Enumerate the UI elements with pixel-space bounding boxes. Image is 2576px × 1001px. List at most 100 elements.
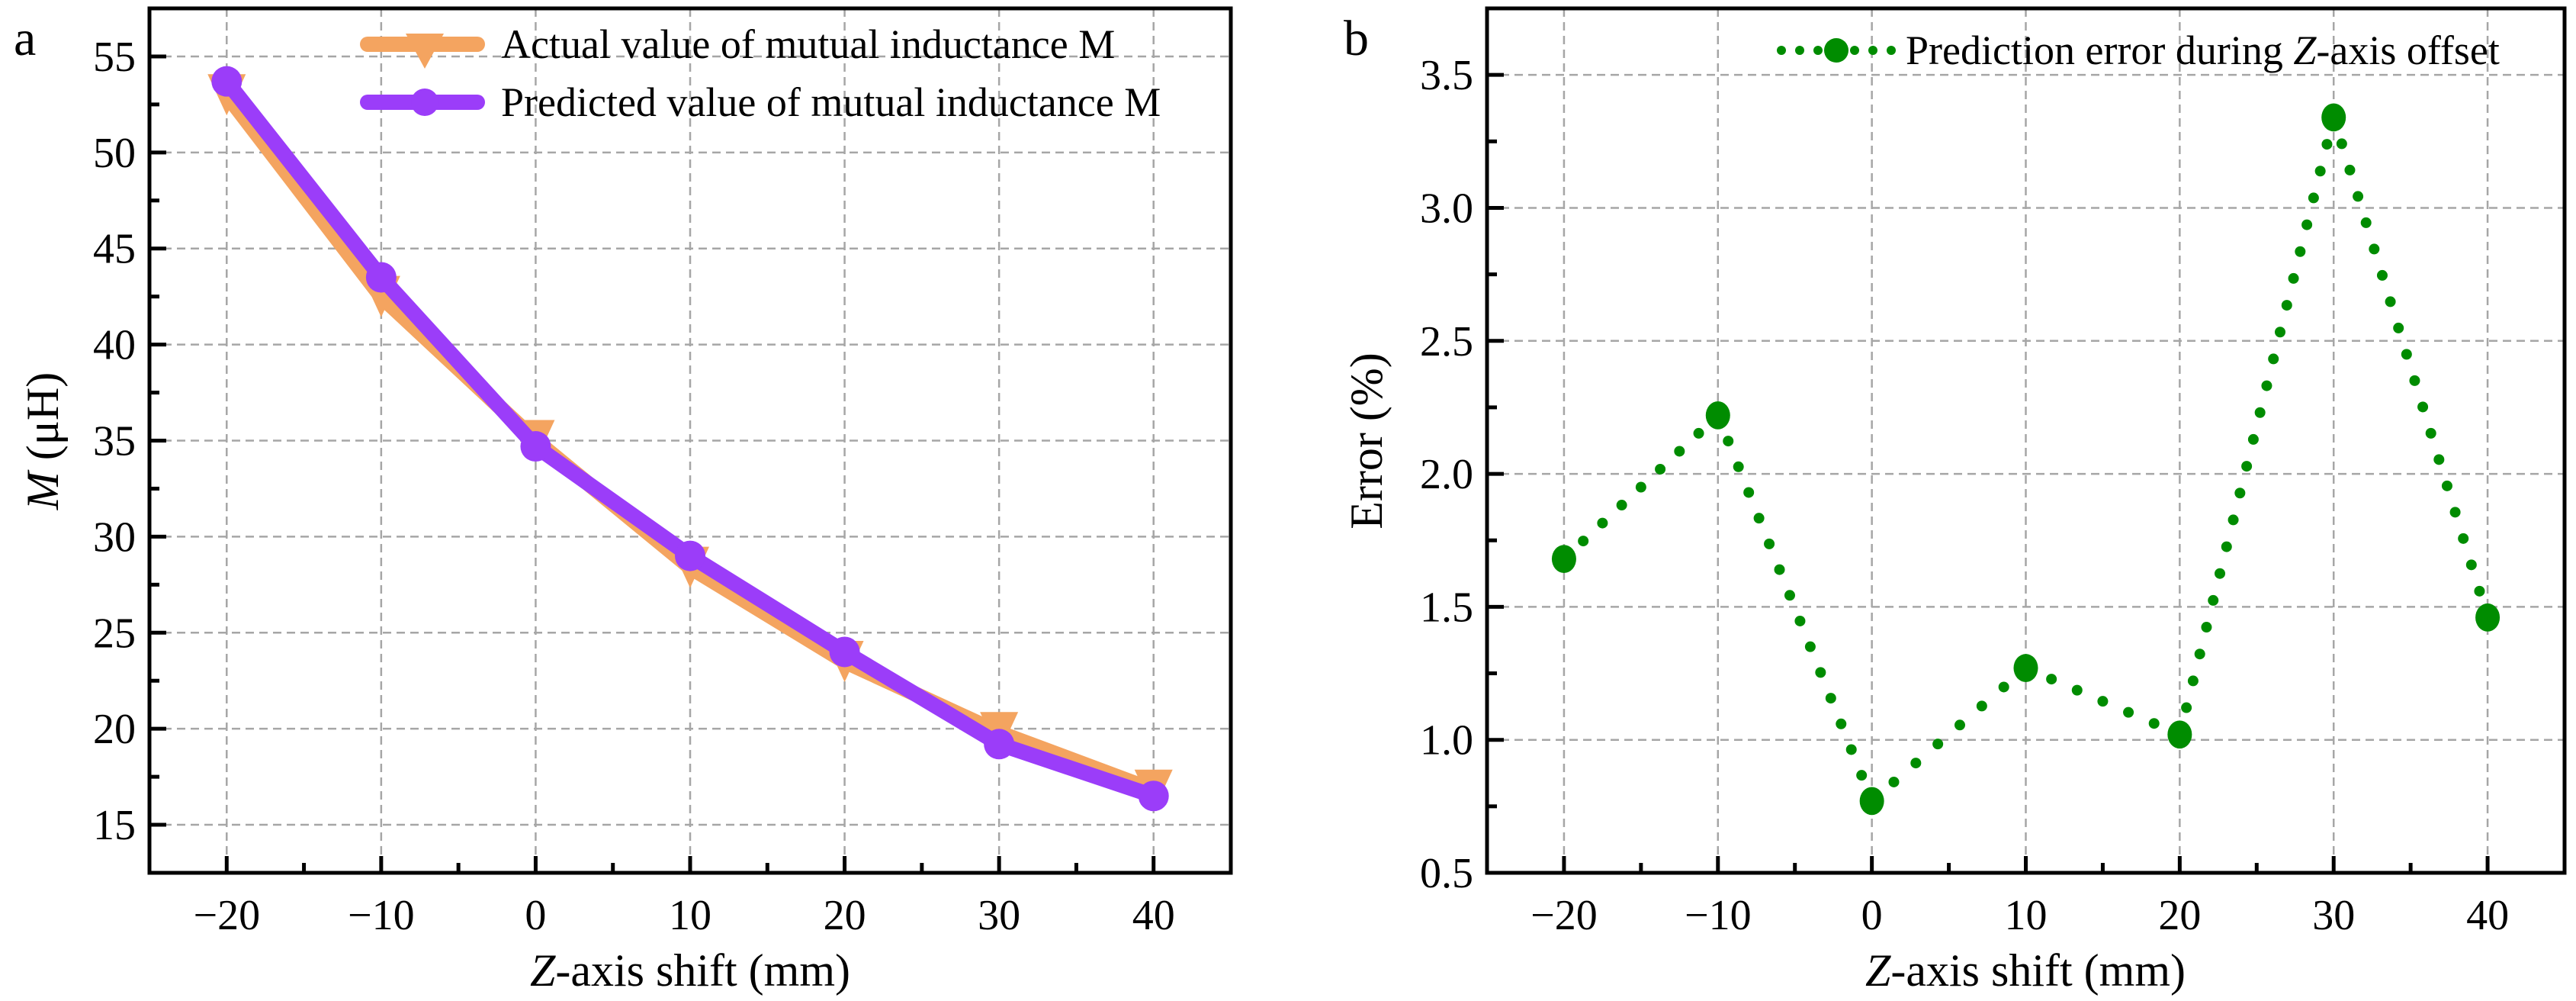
series-line-dot: [2241, 461, 2253, 472]
series-line-dot: [2441, 480, 2452, 491]
series-line-dot: [1578, 536, 1589, 547]
data-point-error: [1551, 545, 1576, 574]
y-tick-label: 0.5: [1420, 850, 1473, 897]
data-point-predicted: [1138, 781, 1169, 812]
legend-item-error: Prediction error during Z-axis offset: [1777, 27, 2500, 73]
y-tick-label: 15: [93, 802, 136, 849]
y-tick-label: 25: [93, 610, 136, 657]
panel-a-x-axis-label-rest: -axis shift (mm): [555, 945, 850, 996]
panel-a-x-axis-label-italic: Z: [530, 945, 556, 996]
y-tick-label: 20: [93, 706, 136, 753]
series-line-dot: [2425, 427, 2436, 439]
data-point-error: [2013, 654, 2038, 682]
panel-b-x-axis-label: Z-axis shift (mm): [1865, 945, 2186, 996]
legend-dot-icon: [1813, 46, 1823, 55]
series-line-dot: [1753, 513, 1765, 524]
panel-b-x-axis-label-rest: -axis shift (mm): [1890, 945, 2186, 996]
series-line-dot: [1954, 719, 1965, 731]
x-tick-label: 10: [669, 892, 711, 939]
series-line-dot: [2409, 375, 2420, 386]
series-line-dot: [1825, 693, 1836, 704]
series-line-dot: [2187, 675, 2199, 687]
series-line-dot: [1932, 739, 1944, 750]
series-line-dot: [2314, 166, 2326, 177]
series-line-dot: [1616, 500, 1627, 511]
x-tick-label: 20: [824, 892, 866, 939]
series-line-dot: [2295, 246, 2306, 257]
series-line-dot: [2234, 488, 2246, 499]
series-line-dot: [1845, 744, 1857, 755]
series-line-dot: [1888, 776, 1900, 787]
series-line-dot: [2254, 407, 2266, 418]
x-tick-label: −20: [193, 892, 260, 939]
series-line-dot: [2181, 702, 2192, 713]
series-line-dot: [2376, 269, 2388, 281]
series-line-dot: [1723, 436, 1734, 447]
panel-b-axes: [1485, 6, 2567, 875]
series-line-dot: [2201, 622, 2212, 633]
series-line-dot: [1774, 564, 1785, 575]
legend-dot-icon: [1887, 46, 1896, 55]
data-point-error: [2167, 720, 2192, 749]
x-tick-label: −10: [348, 892, 415, 939]
series-line-dot: [2288, 272, 2299, 284]
x-tick-label: 40: [1132, 892, 1175, 939]
series-line-dot: [2228, 514, 2239, 526]
series-line-dot: [1597, 517, 1608, 529]
series-line-dot: [2194, 649, 2205, 660]
data-point-error: [1859, 787, 1884, 816]
data-point-predicted: [211, 66, 243, 97]
series-line-dot: [1998, 681, 2009, 693]
panel-a: −20 −10 0 10 20 30 40 15 20 25 30 35 40 45 50 55 a Z-ax…: [14, 6, 1233, 996]
y-tick-label: 1.5: [1420, 584, 1473, 631]
series-line-dot: [2385, 296, 2396, 307]
series-line-dot: [1836, 718, 1847, 729]
y-tick-label: 55: [93, 34, 136, 81]
series-line-dot: [2268, 353, 2279, 365]
legend-label-error: Prediction error during Z-axis offset: [1906, 27, 2500, 73]
panel-a-grid: [149, 8, 1231, 873]
series-line-dot: [1635, 481, 1646, 493]
data-point-error: [2321, 103, 2346, 132]
series-line-dot: [1733, 461, 1744, 472]
series-line-dot: [1794, 615, 1806, 626]
series-line-dot: [2433, 454, 2445, 465]
legend-label-error-suffix: -axis offset: [2316, 27, 2499, 73]
series-line-dot: [1910, 758, 1922, 769]
data-point-predicted: [365, 262, 397, 293]
x-tick-label: 10: [2005, 892, 2048, 939]
series-line-dot: [1693, 427, 1704, 439]
series-line-dot: [2308, 192, 2319, 204]
series-line-dot: [1976, 700, 1987, 712]
series-line-dot: [1743, 487, 1755, 498]
legend-label-actual: Actual value of mutual inductance M: [501, 21, 1115, 67]
series-line-dot: [2275, 327, 2286, 338]
legend-item-actual: Actual value of mutual inductance M: [360, 21, 1115, 69]
series-line-dot: [2458, 533, 2469, 544]
data-point-predicted: [984, 729, 1015, 760]
panel-a-y-axis-label-rest: (μH): [18, 372, 68, 472]
series-line-dot: [2474, 585, 2485, 597]
legend-dot-icon: [1868, 46, 1877, 55]
panel-b-grid: [1487, 8, 2565, 874]
x-tick-label: −10: [1685, 892, 1752, 939]
x-tick-label: 30: [978, 892, 1020, 939]
series-line-dot: [2301, 219, 2313, 230]
series-line-dot: [2401, 349, 2412, 360]
series-line-dot: [1655, 463, 1666, 475]
y-tick-label: 1.0: [1420, 717, 1473, 764]
x-tick-label: 40: [2466, 892, 2509, 939]
data-point-predicted: [675, 540, 705, 571]
y-tick-label: 50: [93, 130, 136, 177]
series-line-dot: [1674, 446, 1685, 457]
x-tick-label: 0: [525, 892, 546, 939]
legend-dot-icon: [1777, 46, 1786, 55]
x-tick-label: −20: [1531, 892, 1598, 939]
series-line-dot: [2148, 718, 2160, 729]
panel-b-series: [1551, 103, 2501, 816]
y-tick-label: 35: [93, 418, 136, 465]
series-line-dot: [2123, 706, 2134, 718]
series-line-dot: [2344, 164, 2356, 175]
legend-marker-triangle-down-icon: [406, 34, 444, 69]
